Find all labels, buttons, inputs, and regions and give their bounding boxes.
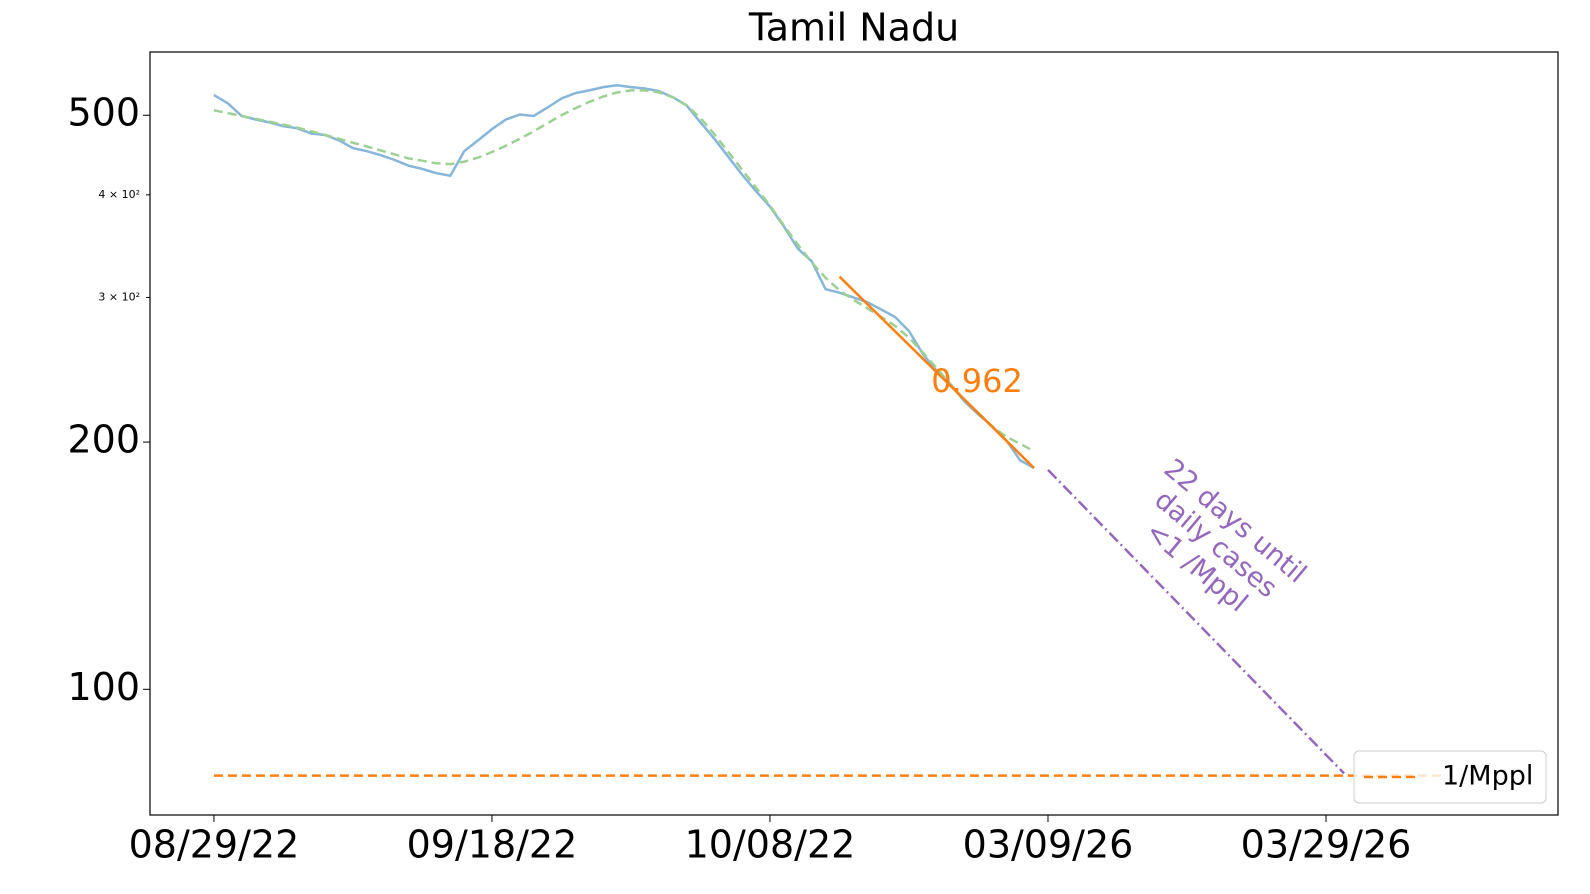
y-tick-label: 200 — [67, 418, 140, 462]
series-line — [213, 83, 1035, 470]
plot-frame — [149, 51, 1559, 816]
x-tick-label: 09/18/22 — [407, 823, 578, 867]
y-tick-label: 4 × 10² — [98, 188, 140, 201]
legend-box — [1353, 750, 1547, 804]
x-tick-label: 10/08/22 — [685, 823, 856, 867]
y-tick-label: 100 — [67, 665, 140, 709]
chart-title: Tamil Nadu — [748, 6, 959, 50]
x-tick-label: 03/29/26 — [1241, 823, 1412, 867]
y-tick-label: 3 × 10² — [98, 290, 140, 303]
series-line — [1047, 469, 1345, 775]
y-tick-label: 500 — [67, 91, 140, 135]
fit-label: 0.962 — [931, 362, 1023, 400]
series-line — [838, 275, 1035, 469]
x-tick-label: 03/09/26 — [963, 823, 1134, 867]
legend-label: 1/Mppl — [1442, 761, 1533, 792]
x-tick-label: 08/29/22 — [129, 823, 300, 867]
series-line — [213, 89, 1035, 453]
